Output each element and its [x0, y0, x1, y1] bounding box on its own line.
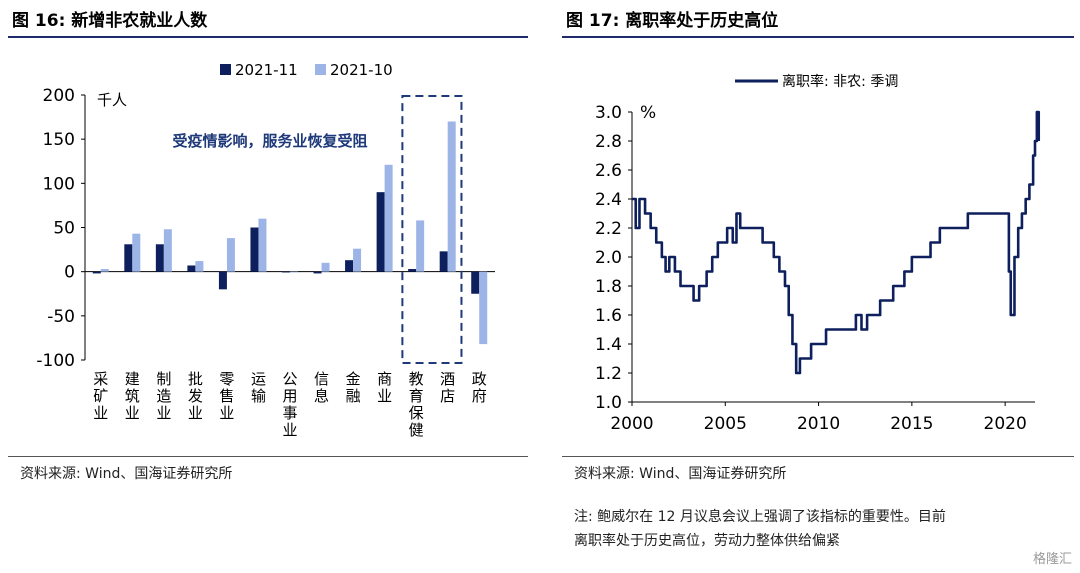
y-tick-label: -100 — [36, 351, 75, 371]
x-category-label: 酒店 — [440, 370, 455, 405]
right-line-chart: 离职率: 非农: 季调 1.0 1.2 1.4 1.6 1.8 2.0 2.2 2.4 2.6 2.… — [595, 73, 1041, 434]
bar-2021-11-商业 — [376, 192, 385, 272]
bar-2021-11-信息 — [313, 271, 322, 274]
x-category-label: 建筑业 — [125, 370, 140, 422]
bar-2021-10-酒店 — [447, 121, 456, 272]
x-category-label: 商业 — [377, 370, 392, 405]
series-line — [632, 110, 1041, 375]
right-note-line1: 注: 鲍威尔在 12 月议息会议上强调了该指标的重要性。目前 — [574, 509, 946, 525]
right-source: 资料来源: Wind、国海证券研究所 — [574, 466, 787, 482]
x-tick-label: 2005 — [704, 414, 747, 434]
bar-2021-11-采矿业 — [92, 271, 101, 274]
right-figure-title: 图 17: 离职率处于历史高位 — [566, 11, 779, 31]
x-category-label: 运输 — [251, 370, 266, 405]
bar-2021-11-政府 — [471, 271, 480, 294]
bar-2021-11-教育保健 — [408, 269, 417, 272]
x-category-label: 教育保健 — [409, 370, 424, 439]
legend-label-2021-11: 2021-11 — [235, 61, 298, 79]
x-category-label: 金融 — [346, 370, 361, 405]
bar-2021-11-制造业 — [155, 244, 164, 272]
y-tick-label: 1.2 — [595, 364, 622, 384]
y-tick-label: 2.4 — [595, 190, 622, 210]
bar-2021-10-批发业 — [195, 261, 204, 272]
y-tick-label: 2.0 — [595, 248, 622, 268]
y-tick-label: 50 — [53, 219, 75, 239]
bar-2021-11-酒店 — [439, 251, 448, 272]
bar-2021-10-信息 — [321, 262, 330, 272]
y-tick-label: 1.8 — [595, 277, 622, 297]
bar-2021-11-公用事业 — [282, 271, 290, 273]
y-tick-label: 2.8 — [595, 132, 622, 152]
left-figure-title: 图 16: 新增非农就业人数 — [12, 11, 208, 31]
bar-2021-10-采矿业 — [100, 269, 109, 272]
bar-2021-10-运输 — [258, 218, 267, 272]
x-tick-label: 2015 — [890, 414, 933, 434]
x-category-label: 采矿业 — [93, 370, 108, 422]
annotation-text: 受疫情影响，服务业恢复受阻 — [172, 132, 367, 150]
watermark: 格隆汇 — [1032, 552, 1072, 567]
highlight-box — [401, 95, 463, 364]
x-category-label: 批发业 — [188, 370, 203, 422]
y-tick-label: 1.4 — [595, 335, 622, 355]
y-tick-label: 150 — [43, 130, 75, 150]
bar-2021-10-零售业 — [226, 238, 235, 272]
left-source: 资料来源: Wind、国海证券研究所 — [20, 466, 233, 482]
x-category-label: 公用事业 — [282, 370, 297, 439]
x-category-label: 零售业 — [219, 370, 234, 422]
left-bar-chart: -100 -50 0 50 100 150 200 千人 2021-11 2021-10 采矿业 建筑… — [36, 61, 495, 439]
bar-2021-10-政府 — [479, 271, 488, 345]
right-title-rule — [562, 36, 1074, 38]
legend-label-2021-10: 2021-10 — [330, 61, 393, 79]
legend-swatch-2021-11 — [220, 64, 231, 75]
bar-2021-11-批发业 — [187, 265, 196, 272]
y-tick-label: -50 — [47, 307, 75, 327]
x-tick-label: 2000 — [610, 414, 653, 434]
y-unit-label: 千人 — [97, 91, 127, 109]
x-category-label: 制造业 — [156, 370, 171, 422]
bar-2021-11-零售业 — [218, 271, 227, 290]
bar-2021-10-金融 — [353, 248, 362, 272]
y-tick-label: 2.6 — [595, 161, 622, 181]
bar-2021-10-公用事业 — [290, 271, 298, 273]
bar-2021-10-制造业 — [163, 229, 172, 272]
x-category-label: 政府 — [472, 370, 487, 405]
right-source-rule — [562, 456, 1074, 457]
x-tick-label: 2020 — [984, 414, 1027, 434]
bar-2021-10-建筑业 — [132, 233, 141, 272]
y-tick-label: 3.0 — [595, 103, 622, 123]
left-source-rule — [8, 456, 528, 457]
bar-2021-11-金融 — [345, 260, 354, 272]
right-note-line2: 离职率处于历史高位，劳动力整体供给偏紧 — [574, 533, 840, 549]
bar-2021-10-商业 — [384, 164, 393, 272]
left-title-rule — [8, 36, 528, 38]
x-tick-label: 2010 — [797, 414, 840, 434]
x-category-label: 信息 — [314, 370, 329, 405]
bar-2021-11-运输 — [250, 227, 259, 272]
y-unit-label: % — [640, 103, 656, 123]
y-tick-label: 2.2 — [595, 219, 622, 239]
y-tick-label: 200 — [43, 86, 75, 106]
y-tick-label: 100 — [43, 174, 75, 194]
bar-2021-10-教育保健 — [416, 220, 425, 272]
y-tick-label: 1.6 — [595, 306, 622, 326]
legend-label: 离职率: 非农: 季调 — [782, 73, 898, 90]
bar-2021-11-建筑业 — [124, 244, 133, 272]
legend-swatch-2021-10 — [315, 64, 326, 75]
y-tick-label: 0 — [64, 263, 75, 283]
y-tick-label: 1.0 — [595, 393, 622, 413]
